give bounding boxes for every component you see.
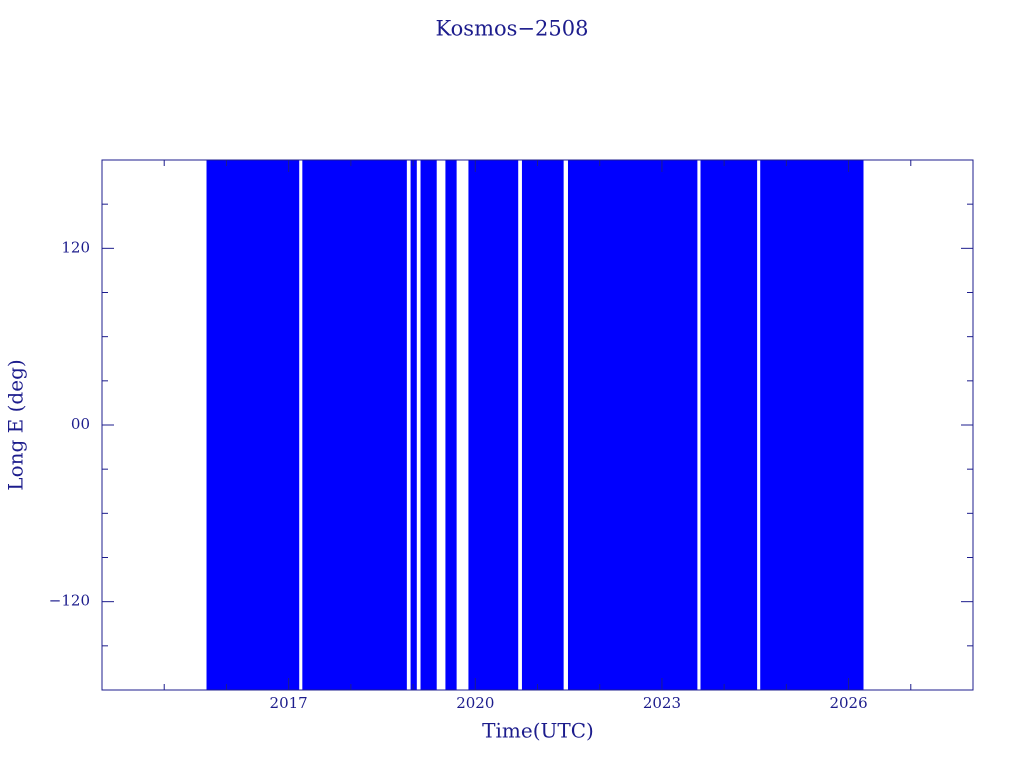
x-tick-label: 2023 (643, 694, 681, 712)
y-tick-label: −120 (49, 592, 90, 610)
coverage-band (760, 160, 864, 690)
x-axis-label: Time(UTC) (482, 719, 594, 743)
coverage-band (567, 160, 698, 690)
coverage-band (420, 160, 437, 690)
coverage-band (206, 160, 300, 690)
x-tick-label: 2017 (270, 694, 308, 712)
y-tick-label: 00 (71, 415, 90, 433)
coverage-band (468, 160, 519, 690)
chart-title: Kosmos−2508 (436, 17, 589, 41)
coverage-band (410, 160, 417, 690)
coverage-band (302, 160, 407, 690)
coverage-band (521, 160, 564, 690)
x-tick-label: 2020 (456, 694, 494, 712)
y-tick-label: 120 (61, 238, 90, 256)
x-tick-label: 2026 (829, 694, 867, 712)
coverage-band (445, 160, 457, 690)
y-axis-label: Long E (deg) (4, 359, 28, 490)
coverage-band (700, 160, 758, 690)
